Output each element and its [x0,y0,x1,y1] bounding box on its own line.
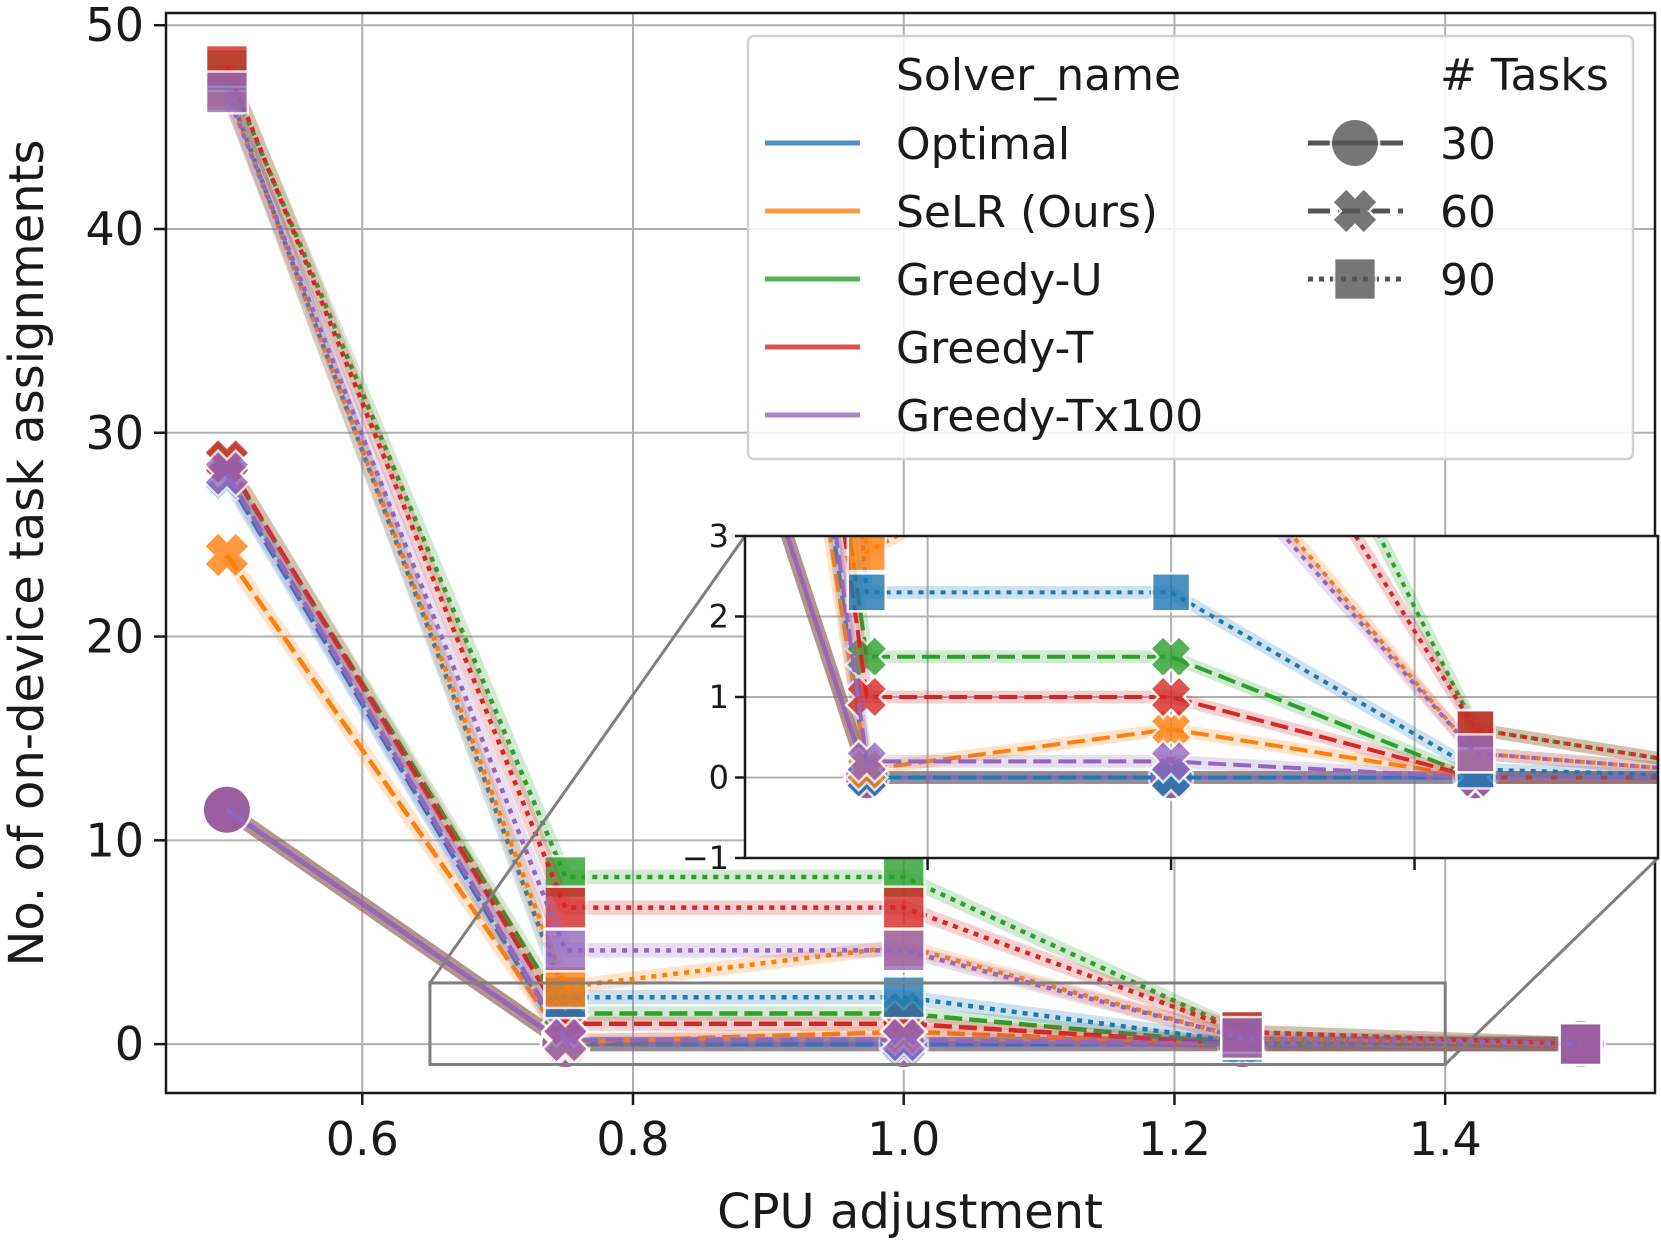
inset-y-tick-label: −1 [682,839,729,877]
inset-data-point [846,572,887,613]
inset-data-point [1148,674,1194,720]
inset-plot-area [780,536,1658,801]
zoom-connector-line [1444,856,1660,1066]
inset-axis-ticks: −1 0 1 2 3 [682,517,1416,877]
series-line [224,460,1581,1047]
data-point [881,885,926,930]
series-line [224,476,1581,1047]
inset-data-point [1148,634,1194,680]
y-tick-label: 0 [115,1017,144,1071]
inset-series-line [842,536,1658,780]
x-tick-label: 1.2 [1138,1112,1211,1166]
x-tick-label: 0.6 [326,1112,399,1166]
legend-hue-title: Solver_name [896,50,1181,101]
x-tick-label: 1.4 [1409,1112,1482,1166]
y-tick-label: 20 [85,610,144,664]
y-tick-label: 30 [85,406,144,460]
data-point [202,448,252,499]
inset-series-line [1353,536,1658,761]
zoom-connector-line [428,535,747,984]
y-axis-title: No. of on-device task assignments [0,140,55,967]
inset-series-greedy-tx100-90-tasks [1275,536,1658,775]
legend-solver-label: Optimal [896,119,1070,170]
inset-data-point [1148,706,1194,752]
legend-style-title: # Tasks [1440,50,1609,101]
legend-tasks-label: 90 [1440,255,1496,306]
inset-series-line [1281,536,1658,770]
legend-tasks-marker [1332,256,1378,302]
inset-y-tick-label: 3 [709,517,729,555]
x-tick-label: 1.0 [867,1112,940,1166]
data-point [881,928,926,973]
legend-tasks-label: 30 [1440,119,1496,170]
data-point [543,928,588,973]
inset-y-tick-label: 2 [709,598,729,636]
legend-solver-label: Greedy-T [896,323,1093,374]
inset-y-tick-label: 0 [709,759,729,797]
legend-solver-label: Greedy-U [896,255,1103,306]
legend-frame [746,34,1635,461]
zoom-region-box [428,981,1447,1066]
legend-solver-label: Greedy-Tx100 [896,391,1203,442]
inset-data-point [844,634,890,680]
inset-zoom-panel: −1 0 1 2 3 [682,517,1660,877]
legend-tasks-marker [1330,186,1380,236]
data-point [1558,1021,1603,1067]
x-tick-label: 0.8 [596,1112,669,1166]
data-point [543,964,588,1010]
data-point [202,530,252,580]
inset-data-point [1150,572,1192,613]
series-greedy-tx100-90-tasks [204,70,1603,1067]
y-tick-label: 10 [85,813,144,867]
legend-tasks-label: 60 [1440,187,1496,238]
inset-y-tick-label: 1 [709,678,729,716]
chart-legend: Solver_name # Tasks Optimal SeLR (Ours) Gree… [746,34,1635,461]
legend-solver-label: SeLR (Ours) [896,187,1158,238]
data-point [204,70,250,115]
inset-data-point [1455,733,1496,774]
inset-zoom-indicator [428,535,1660,1066]
x-axis-title: CPU adjustment [717,1184,1103,1240]
inset-data-point [1148,738,1194,784]
data-point [879,1015,929,1065]
inset-data-point [846,536,887,573]
series-line [224,472,1581,1047]
data-point [540,1015,590,1065]
legend-tasks-marker [1329,117,1381,169]
inset-data-point [844,738,890,784]
y-tick-label: 40 [85,202,144,256]
inset-series-line [859,536,1658,777]
data-point [1219,1015,1265,1061]
data-point [201,784,253,836]
main-plot-area [201,43,1607,1070]
y-tick-label: 50 [85,0,144,52]
